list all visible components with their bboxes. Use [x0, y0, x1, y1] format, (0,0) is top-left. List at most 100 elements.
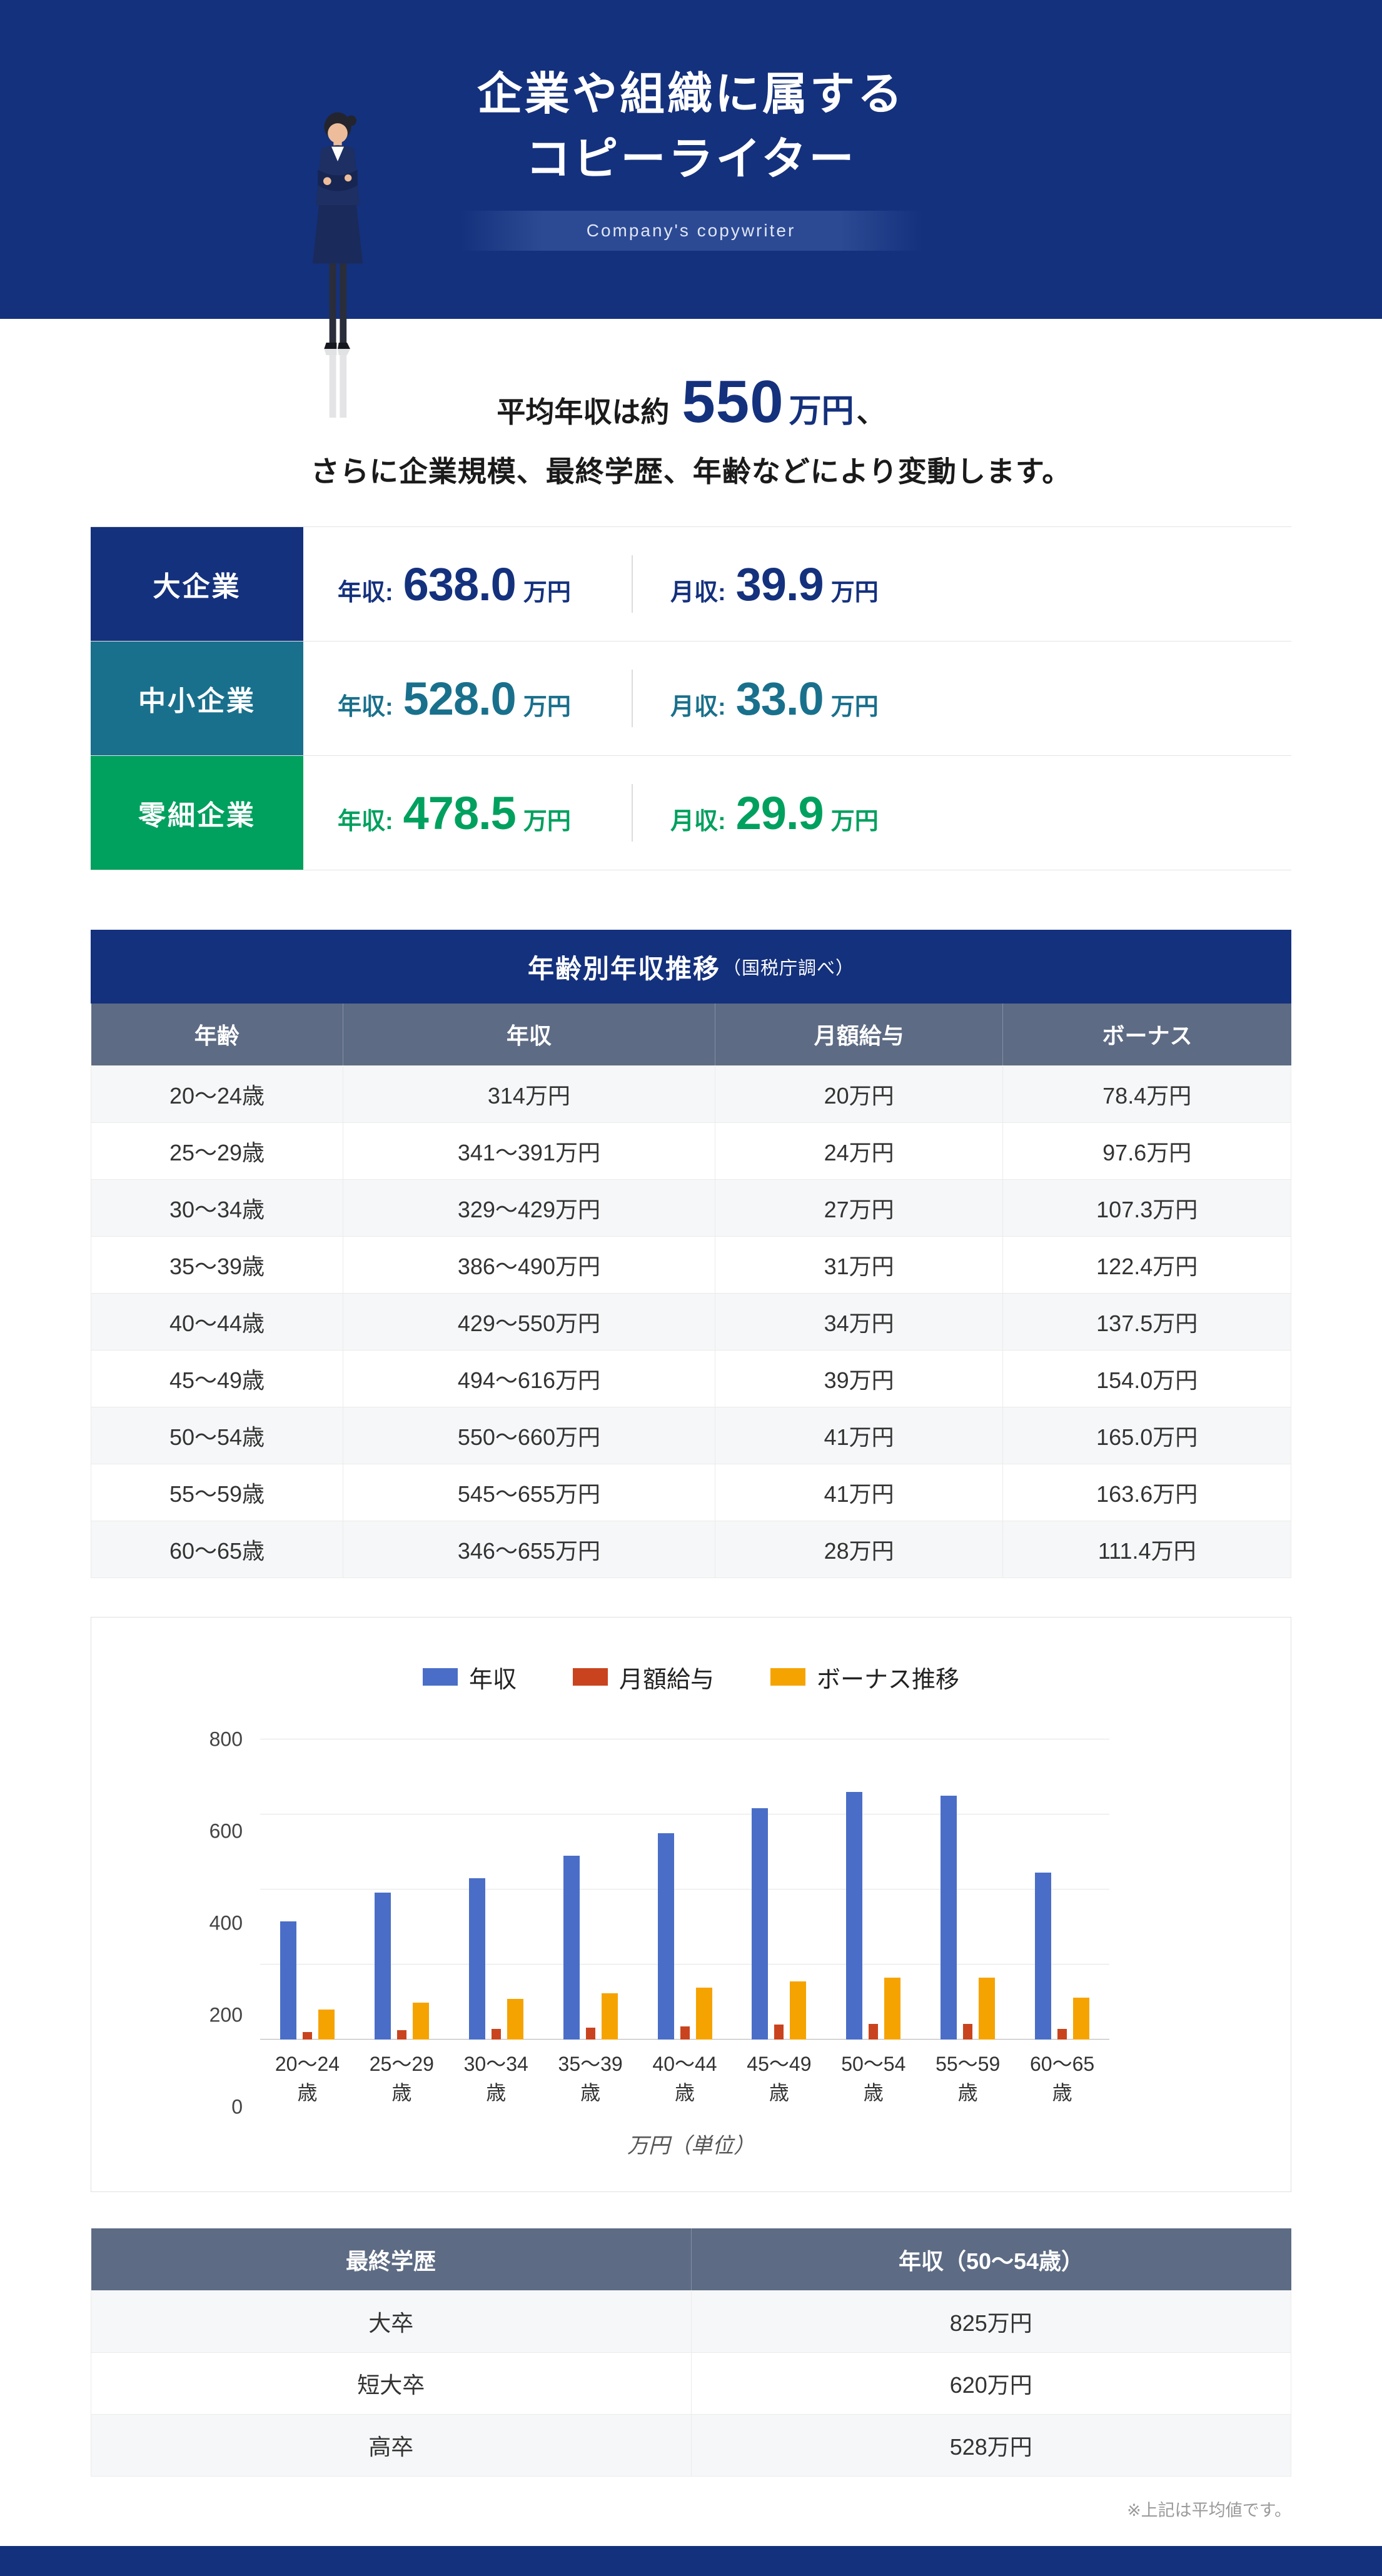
- footnote: ※上記は平均値です。: [1127, 2500, 1291, 2520]
- monthly-income: 月収: 33.0 万円: [670, 672, 964, 725]
- monthly-income-label: 月収:: [670, 693, 726, 720]
- table-cell: 620万円: [690, 2352, 1291, 2415]
- age-table-title: 年齢別年収推移 （国税庁調べ）: [91, 930, 1291, 1004]
- legend-swatch-icon: [422, 1668, 458, 1686]
- column-header: 年収（50〜54歳）: [691, 2228, 1291, 2291]
- table-cell: 60〜65歳: [91, 1520, 343, 1578]
- annual-income-label: 年収:: [338, 693, 393, 720]
- monthly-income-unit: 万円: [830, 693, 879, 720]
- table-cell: 329〜429万円: [342, 1179, 715, 1237]
- annual-income-number: 478.5: [403, 787, 517, 839]
- legend-swatch-icon: [572, 1668, 608, 1686]
- subtitle-band: Company's copywriter: [460, 211, 922, 251]
- intro-section: 平均年収は約 550 万円 、 さらに企業規模、最終学歴、年齢などにより変動しま…: [0, 368, 1382, 490]
- monthly-income-number: 39.9: [735, 558, 824, 610]
- bar-月額給与: [774, 2025, 784, 2040]
- annual-income: 年収: 638.0 万円: [338, 558, 632, 611]
- bar-ボーナス推移: [979, 1978, 996, 2040]
- table-cell: 20万円: [714, 1065, 1004, 1123]
- bar-月額給与: [491, 2029, 501, 2040]
- table-cell: 24万円: [714, 1122, 1004, 1180]
- x-axis-label: 50〜54 歳: [841, 2052, 906, 2104]
- y-axis-tick: 0: [231, 2095, 243, 2118]
- header-titles: 企業や組織に属する コピーライター Company's copywriter: [460, 62, 922, 251]
- table-cell: 528万円: [690, 2413, 1291, 2477]
- x-axis-label: 20〜24 歳: [275, 2052, 340, 2104]
- bar-group: [543, 1739, 638, 2040]
- chart-area: 0 200 400 600 800 20〜24 歳 25〜29 歳 30〜34 歳 35〜39 歳 40…: [91, 1728, 1291, 2118]
- company-size-row: 大企業 年収: 638.0 万円 月収: 39.9 万円: [91, 527, 1291, 641]
- table-cell: 78.4万円: [1002, 1065, 1291, 1123]
- average-income-number: 550: [682, 368, 784, 435]
- bar-group: [826, 1739, 920, 2040]
- table-row: 55〜59歳 545〜655万円 41万円 163.6万円: [91, 1463, 1291, 1521]
- bar-年収: [846, 1791, 863, 2040]
- header: 企業や組織に属する コピーライター Company's copywriter: [0, 0, 1382, 319]
- table-cell: 545〜655万円: [342, 1463, 715, 1521]
- table-cell: 大卒: [91, 2290, 692, 2353]
- x-axis-label: 60〜65 歳: [1029, 2052, 1095, 2104]
- table-cell: 55〜59歳: [91, 1463, 343, 1521]
- bar-group: [638, 1739, 732, 2040]
- column-header: 月額給与: [715, 1004, 1004, 1065]
- table-row: 大卒 825万円: [91, 2290, 1291, 2353]
- bar-年収: [374, 1892, 391, 2040]
- age-income-table: 年齢 年収 月額給与 ボーナス 20〜24歳 314万円 20万円 78.4万円 25〜29歳…: [91, 1004, 1291, 1578]
- legend-swatch-icon: [770, 1668, 805, 1686]
- bar-group: [732, 1739, 826, 2040]
- page-subtitle: Company's copywriter: [586, 221, 796, 241]
- table-cell: 494〜616万円: [342, 1349, 715, 1407]
- table-cell: 39万円: [714, 1349, 1004, 1407]
- x-axis-label: 45〜49 歳: [747, 2052, 812, 2104]
- education-income-table-section: 最終学歴 年収（50〜54歳） 大卒 825万円 短大卒 620万円 高卒 528万円: [91, 2228, 1291, 2477]
- table-cell: 高卒: [91, 2413, 692, 2477]
- gridline: [260, 1963, 1109, 1965]
- income-chart-panel: 年収 月額給与 ボーナス推移 0 200 400 600 800 20〜24 歳 25〜29 歳 3…: [91, 1616, 1291, 2193]
- x-axis-title: 万円（単位）: [627, 2134, 755, 2158]
- table-cell: 165.0万円: [1002, 1406, 1291, 1464]
- table-row: 45〜49歳 494〜616万円 39万円 154.0万円: [91, 1349, 1291, 1407]
- x-axis-label: 55〜59 歳: [936, 2052, 1001, 2104]
- column-header: 最終学歴: [91, 2228, 692, 2291]
- bar-年収: [657, 1833, 674, 2040]
- bar-group: [260, 1739, 355, 2040]
- table-cell: 20〜24歳: [91, 1065, 343, 1123]
- annual-income-unit: 万円: [523, 579, 571, 606]
- table-cell: 111.4万円: [1002, 1520, 1291, 1578]
- x-axis-label: 25〜29 歳: [369, 2052, 434, 2104]
- average-income-unit: 万円: [789, 393, 854, 430]
- table-cell: 137.5万円: [1002, 1292, 1291, 1351]
- bar-年収: [1035, 1872, 1052, 2040]
- annual-income: 年収: 528.0 万円: [338, 672, 632, 725]
- table-cell: 34万円: [714, 1292, 1004, 1351]
- y-axis-tick: 600: [209, 1819, 243, 1843]
- table-row: 50〜54歳 550〜660万円 41万円 165.0万円: [91, 1406, 1291, 1464]
- header-row: 年齢 年収 月額給与 ボーナス: [91, 1004, 1291, 1065]
- bar-月額給与: [302, 2031, 312, 2040]
- chart-legend: 年収 月額給与 ボーナス推移: [91, 1660, 1291, 1694]
- intro-suffix: 、: [856, 396, 885, 428]
- table-cell: 550〜660万円: [342, 1406, 715, 1464]
- table-row: 高卒 528万円: [91, 2413, 1291, 2477]
- company-size-row: 零細企業 年収: 478.5 万円 月収: 29.9 万円: [91, 756, 1291, 870]
- vertical-divider: [632, 784, 633, 842]
- average-income-line: 平均年収は約 550 万円 、: [0, 368, 1382, 436]
- annual-income-unit: 万円: [523, 693, 571, 720]
- age-table-title-text: 年齢別年収推移: [527, 953, 720, 984]
- bar-年収: [752, 1808, 769, 2040]
- table-row: 25〜29歳 341〜391万円 24万円 97.6万円: [91, 1122, 1291, 1180]
- legend-label: 年収: [468, 1666, 517, 1693]
- table-row: 40〜44歳 429〜550万円 34万円 137.5万円: [91, 1292, 1291, 1351]
- table-cell: 25〜29歳: [91, 1122, 343, 1180]
- bar-ボーナス推移: [884, 1977, 901, 2040]
- legend-item: 月額給与: [572, 1660, 714, 1694]
- intro-description: さらに企業規模、最終学歴、年齢などにより変動します。: [310, 455, 1072, 488]
- bar-group: [920, 1739, 1015, 2040]
- bar-ボーナス推移: [790, 1981, 807, 2040]
- bar-ボーナス推移: [318, 2010, 335, 2040]
- annual-income-number: 528.0: [403, 672, 517, 725]
- company-values: 年収: 528.0 万円 月収: 33.0 万円: [303, 641, 1291, 755]
- company-values: 年収: 478.5 万円 月収: 29.9 万円: [303, 756, 1291, 870]
- bar-年収: [563, 1855, 580, 2040]
- bar-月額給与: [585, 2027, 595, 2040]
